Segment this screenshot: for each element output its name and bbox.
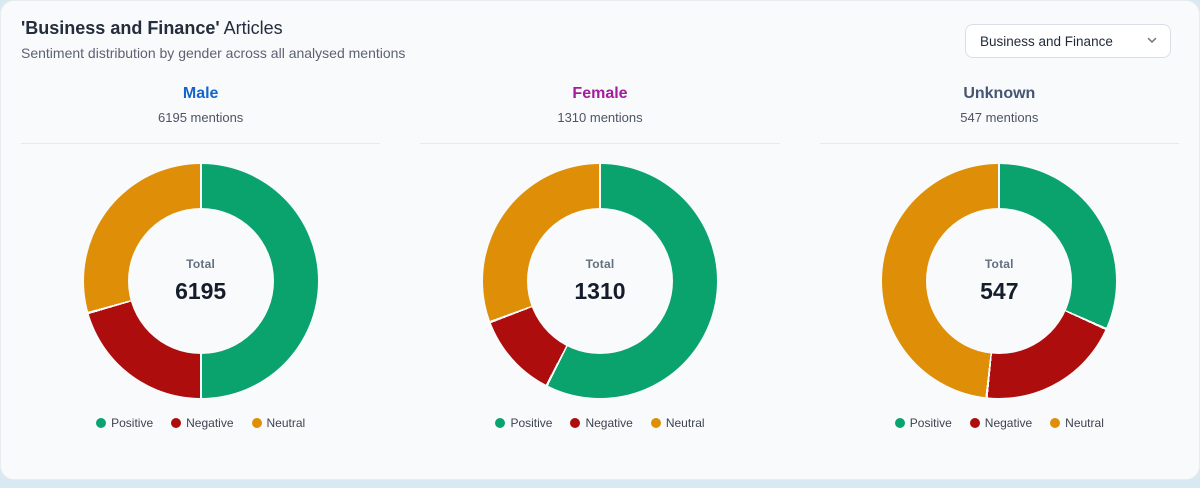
total-label: Total <box>186 257 216 271</box>
legend-item-positive[interactable]: Positive <box>96 416 153 430</box>
legend-dot <box>251 418 262 428</box>
chevron-down-icon <box>1138 34 1158 49</box>
legend-dot <box>96 418 107 428</box>
legend-item-negative[interactable]: Negative <box>969 416 1033 430</box>
legend-item-neutral[interactable]: Neutral <box>1050 416 1104 430</box>
page-title-emphasis: 'Business and Finance' <box>21 18 220 38</box>
legend-label: Negative <box>186 416 234 430</box>
chart-column-unknown: Unknown 547 mentions Total 547 Positive … <box>800 85 1199 430</box>
column-divider <box>420 143 780 144</box>
legend: Positive Negative Neutral <box>495 416 705 430</box>
donut-center: Total 6195 <box>127 208 274 354</box>
legend-item-positive[interactable]: Positive <box>894 416 952 430</box>
legend-label: Neutral <box>266 416 306 430</box>
total-label: Total <box>585 257 615 271</box>
gender-title: Unknown <box>963 85 1036 102</box>
gender-title: Female <box>572 85 628 102</box>
donut-chart[interactable]: Total 1310 <box>482 164 717 398</box>
legend-item-negative[interactable]: Negative <box>570 416 633 430</box>
mentions-count: 6195 mentions <box>158 110 244 125</box>
category-select[interactable]: Business and Finance <box>965 24 1171 58</box>
donut-chart[interactable]: Total 547 <box>882 164 1117 398</box>
legend-item-negative[interactable]: Negative <box>171 416 234 430</box>
legend-item-neutral[interactable]: Neutral <box>650 416 705 430</box>
legend-label: Negative <box>585 416 633 430</box>
column-divider <box>819 143 1179 144</box>
legend-dot <box>171 418 182 428</box>
total-value: 547 <box>980 278 1019 304</box>
chart-column-male: Male 6195 mentions Total 6195 Positive N… <box>1 85 400 430</box>
total-value: 6195 <box>175 278 227 304</box>
legend-item-positive[interactable]: Positive <box>495 416 552 430</box>
legend-item-neutral[interactable]: Neutral <box>251 416 306 430</box>
card-header: 'Business and Finance' Articles Sentimen… <box>1 1 1199 61</box>
page-title: 'Business and Finance' Articles <box>21 17 405 39</box>
legend-label: Positive <box>510 416 553 430</box>
total-value: 1310 <box>574 278 626 304</box>
legend-dot <box>969 418 980 428</box>
header-text: 'Business and Finance' Articles Sentimen… <box>21 17 405 61</box>
legend-label: Neutral <box>665 416 705 430</box>
legend-label: Positive <box>909 416 952 430</box>
charts-row: Male 6195 mentions Total 6195 Positive N… <box>1 85 1199 430</box>
legend: Positive Negative Neutral <box>894 416 1104 430</box>
column-divider <box>21 143 381 144</box>
legend-dot <box>1050 418 1061 428</box>
donut-center: Total 1310 <box>526 208 673 354</box>
chart-column-female: Female 1310 mentions Total 1310 Positive… <box>400 85 799 430</box>
legend-label: Neutral <box>1065 416 1104 430</box>
total-label: Total <box>984 257 1014 271</box>
legend-dot <box>894 418 905 428</box>
mentions-count: 1310 mentions <box>557 110 643 125</box>
legend-label: Positive <box>111 416 154 430</box>
legend-label: Negative <box>984 416 1033 430</box>
gender-title: Male <box>182 85 219 102</box>
legend-dot <box>570 418 581 428</box>
legend: Positive Negative Neutral <box>96 416 305 430</box>
donut-chart[interactable]: Total 6195 <box>83 164 318 398</box>
legend-dot <box>650 418 661 428</box>
donut-center: Total 547 <box>926 208 1073 354</box>
page-subtitle: Sentiment distribution by gender across … <box>21 45 406 61</box>
page-title-rest: Articles <box>219 18 283 38</box>
mentions-count: 547 mentions <box>960 110 1039 125</box>
category-select-value: Business and Finance <box>980 33 1113 49</box>
legend-dot <box>495 418 506 428</box>
